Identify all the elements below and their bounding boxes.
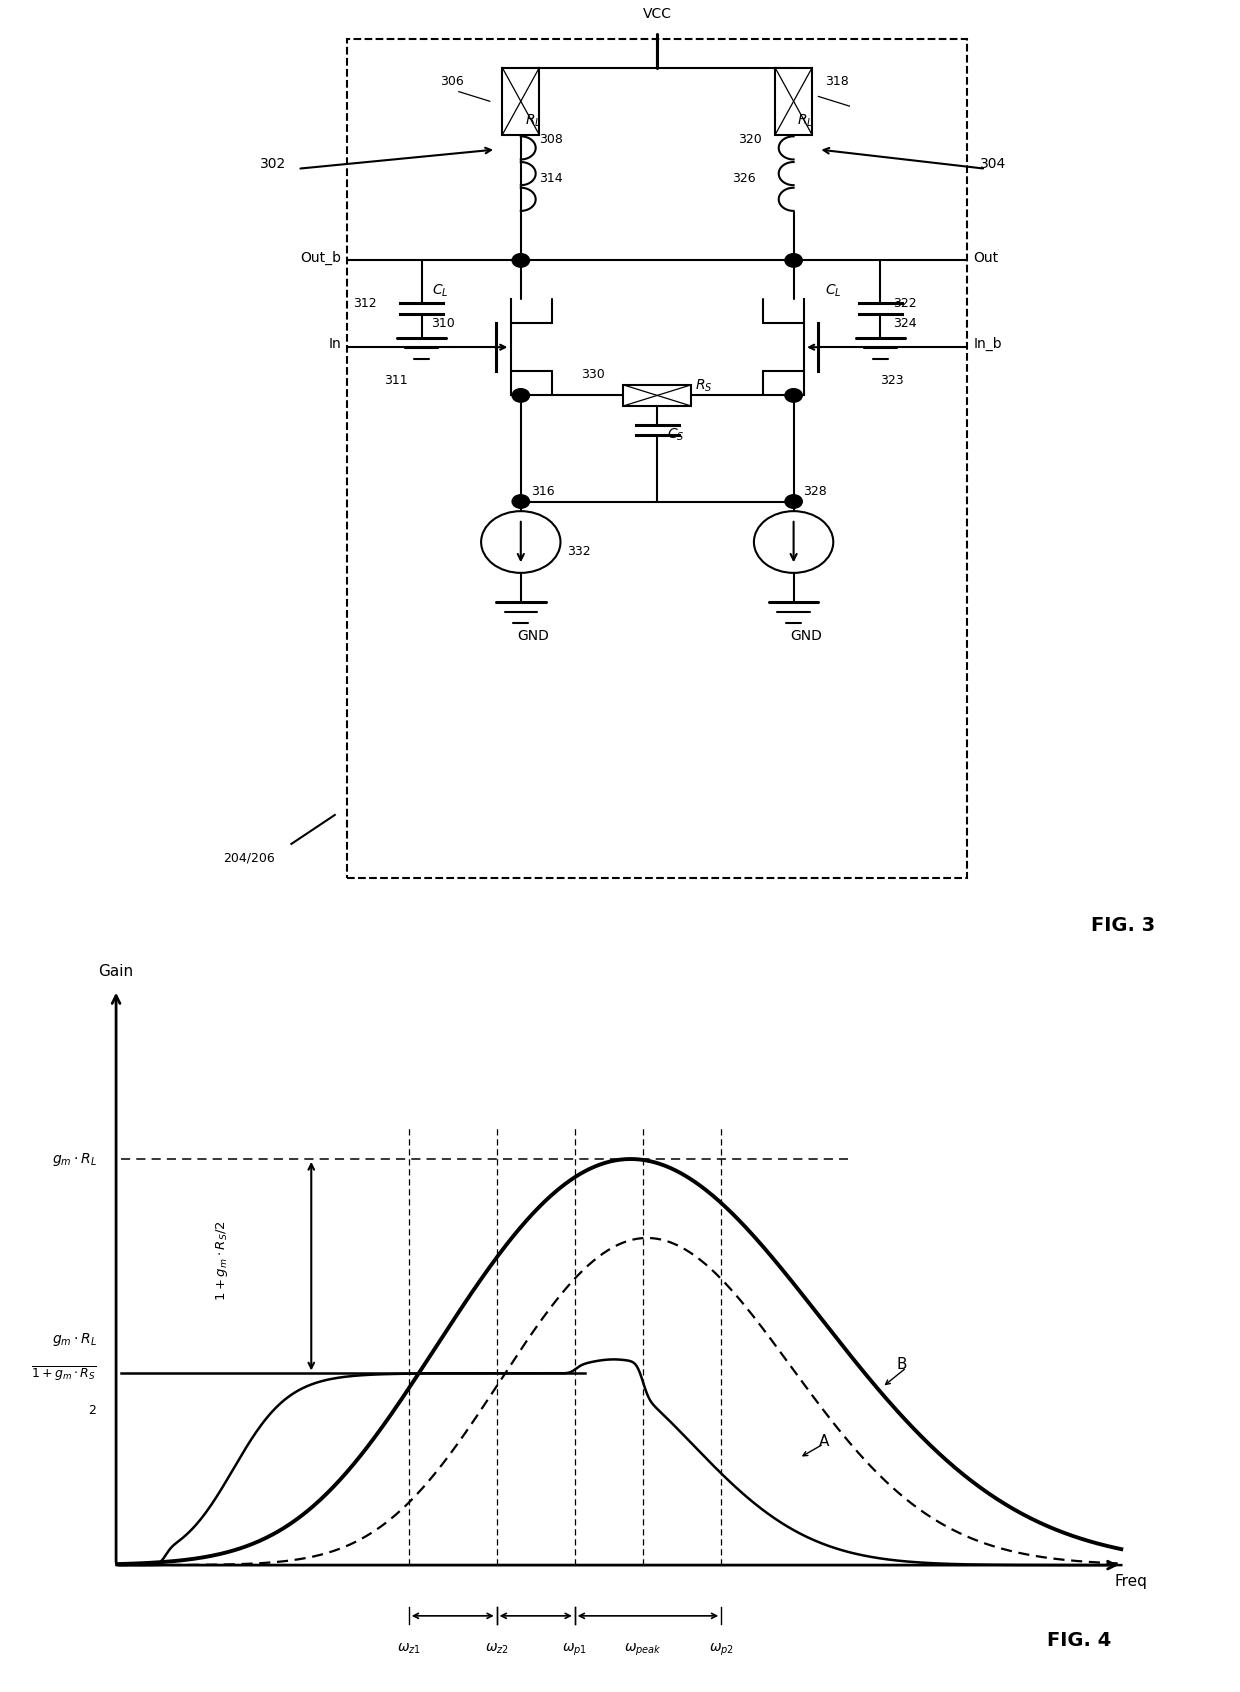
Bar — [775, 68, 812, 135]
Text: 204/206: 204/206 — [223, 851, 275, 865]
Text: $C_S$: $C_S$ — [667, 426, 684, 443]
Text: VCC: VCC — [642, 7, 672, 22]
Text: 320: 320 — [738, 134, 761, 146]
Circle shape — [512, 494, 529, 508]
Text: $C_L$: $C_L$ — [825, 283, 841, 299]
Text: $\overline{1+g_m\cdot R_S}$: $\overline{1+g_m\cdot R_S}$ — [31, 1364, 97, 1382]
Text: GND: GND — [790, 628, 822, 643]
Text: $g_m\cdot R_L$: $g_m\cdot R_L$ — [52, 1151, 97, 1167]
Text: 323: 323 — [880, 374, 904, 387]
Text: 316: 316 — [531, 486, 554, 499]
Text: 318: 318 — [825, 76, 848, 88]
Text: In_b: In_b — [973, 337, 1002, 352]
Text: $C_L$: $C_L$ — [432, 283, 448, 299]
Text: $R_L$: $R_L$ — [525, 112, 541, 129]
Text: In: In — [329, 337, 341, 352]
Text: 326: 326 — [732, 173, 755, 184]
Text: 322: 322 — [893, 298, 916, 310]
Text: $g_m\cdot R_L$: $g_m\cdot R_L$ — [52, 1332, 97, 1349]
Text: $\omega_{p2}$: $\omega_{p2}$ — [708, 1641, 734, 1658]
Circle shape — [512, 254, 529, 267]
Text: 304: 304 — [980, 157, 1006, 171]
Text: B: B — [897, 1357, 908, 1372]
Bar — [347, 39, 967, 878]
Circle shape — [785, 389, 802, 403]
Text: 324: 324 — [893, 316, 916, 330]
Text: A: A — [818, 1433, 830, 1448]
Text: $\omega_{peak}$: $\omega_{peak}$ — [624, 1641, 662, 1658]
Text: Out_b: Out_b — [300, 250, 341, 264]
Circle shape — [785, 254, 802, 267]
Text: 314: 314 — [539, 173, 563, 184]
Text: 332: 332 — [567, 545, 590, 558]
Text: $R_S$: $R_S$ — [694, 377, 713, 394]
Text: 306: 306 — [440, 76, 464, 88]
Circle shape — [785, 494, 802, 508]
Text: 328: 328 — [804, 486, 827, 499]
Circle shape — [512, 389, 529, 403]
Text: GND: GND — [517, 628, 549, 643]
Text: 330: 330 — [580, 367, 605, 381]
Text: $\quad\quad 2$: $\quad\quad 2$ — [63, 1403, 97, 1416]
Text: FIG. 4: FIG. 4 — [1048, 1631, 1111, 1650]
Text: Gain: Gain — [98, 963, 134, 978]
Text: Out: Out — [973, 250, 998, 264]
Text: 311: 311 — [384, 374, 408, 387]
Text: $R_L$: $R_L$ — [797, 112, 813, 129]
Bar — [502, 68, 539, 135]
Text: FIG. 3: FIG. 3 — [1091, 917, 1156, 936]
Text: 302: 302 — [260, 157, 286, 171]
Text: 310: 310 — [432, 316, 455, 330]
Text: $\omega_{z2}$: $\omega_{z2}$ — [485, 1641, 508, 1656]
Text: 312: 312 — [353, 298, 377, 310]
Text: Freq: Freq — [1115, 1574, 1147, 1589]
Bar — [624, 384, 692, 406]
Text: $1+g_m\cdot R_S/2$: $1+g_m\cdot R_S/2$ — [213, 1220, 229, 1301]
Text: $\omega_{p1}$: $\omega_{p1}$ — [562, 1641, 588, 1658]
Text: 308: 308 — [539, 134, 563, 146]
Text: $\omega_{z1}$: $\omega_{z1}$ — [397, 1641, 420, 1656]
